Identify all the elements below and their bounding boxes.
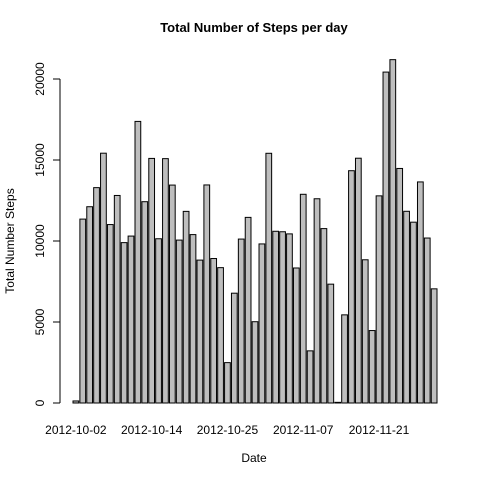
- y-axis-label: Total Number Steps: [3, 188, 17, 293]
- bar: [182, 210, 190, 404]
- bar: [396, 167, 404, 404]
- x-axis-label: Date: [241, 451, 267, 465]
- bar: [389, 59, 397, 404]
- bar: [86, 206, 94, 404]
- bar: [141, 201, 149, 404]
- bar: [79, 218, 87, 404]
- bar: [286, 233, 293, 404]
- bar: [230, 292, 238, 404]
- bar: [368, 330, 376, 404]
- bar: [361, 259, 369, 404]
- bar: [292, 267, 300, 404]
- bar: [251, 321, 259, 404]
- bar: [382, 71, 390, 404]
- bar: [162, 158, 169, 404]
- bar: [272, 230, 280, 404]
- bar: [196, 259, 204, 404]
- bar: [334, 401, 342, 404]
- bar: [375, 195, 383, 404]
- bar: [430, 288, 438, 404]
- y-tick-label: 15000: [33, 143, 47, 177]
- y-tick-label: 0: [33, 399, 47, 406]
- x-tick-label: 2012-10-02: [45, 423, 107, 437]
- bar: [354, 157, 362, 404]
- bar: [403, 210, 410, 404]
- bar: [320, 228, 328, 404]
- bar: [168, 184, 176, 404]
- bar: [120, 242, 128, 404]
- bar: [224, 362, 231, 404]
- bar: [341, 314, 348, 404]
- bar: [175, 239, 183, 404]
- bar: [113, 194, 121, 404]
- bar: [72, 400, 80, 404]
- bar: [327, 283, 335, 404]
- bar: [306, 350, 314, 404]
- bar: [100, 152, 107, 404]
- x-tick-label: 2012-10-14: [121, 423, 183, 437]
- y-tick-label: 20000: [33, 62, 47, 96]
- bar: [93, 187, 100, 404]
- chart-title: Total Number of Steps per day: [160, 20, 348, 35]
- bar: [279, 231, 286, 404]
- bar: [348, 170, 355, 404]
- bar: [244, 216, 252, 404]
- bar: [423, 237, 431, 404]
- bar: [189, 234, 197, 404]
- y-tick-label: 10000: [33, 224, 47, 258]
- bar: [210, 258, 218, 404]
- bar: [416, 181, 424, 404]
- bar: [265, 152, 273, 404]
- bar: [106, 224, 114, 404]
- bar: [299, 193, 307, 404]
- bar: [237, 238, 245, 404]
- x-tick-label: 2012-10-25: [197, 423, 259, 437]
- y-tick-label: 5000: [33, 308, 47, 335]
- bar: [258, 243, 266, 404]
- bar: [127, 235, 135, 404]
- bar: [134, 120, 142, 404]
- bar: [313, 198, 321, 404]
- bar: [155, 238, 162, 404]
- bar: [410, 221, 417, 404]
- x-tick-label: 2012-11-21: [349, 423, 410, 437]
- bar: [217, 267, 224, 404]
- x-tick-label: 2012-11-07: [273, 423, 334, 437]
- bar: [148, 157, 156, 404]
- bar: [203, 184, 211, 404]
